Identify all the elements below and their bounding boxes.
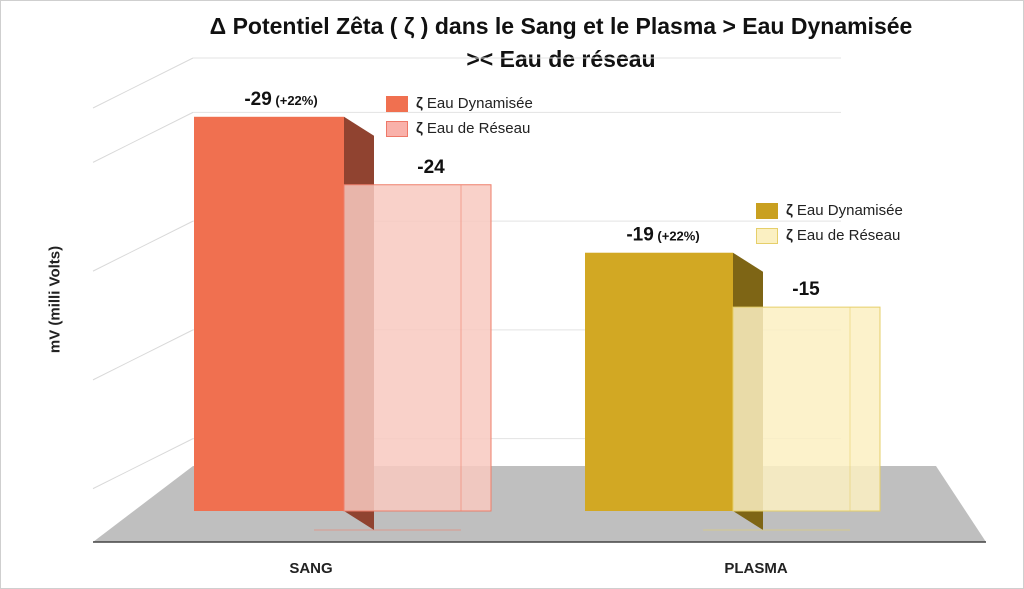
legend-symbol: ζ — [416, 95, 423, 112]
bar-plasma-dyn — [585, 252, 733, 511]
chart-title-line1: Δ Potentiel Zêta ( ζ ) dans le Sang et l… — [209, 13, 913, 39]
bar-sang-dyn — [194, 116, 344, 511]
data-label-sang-res: -24 — [417, 157, 445, 178]
data-label-plasma-res: -15 — [792, 279, 820, 300]
legend-item-plasma-dyn: ζ Eau Dynamisée — [756, 198, 903, 223]
legend-swatch-sang-res — [386, 120, 408, 137]
bar-plasma-res — [732, 306, 881, 512]
data-label-sang-dyn: -29 (+22%) — [244, 89, 317, 110]
legend-item-plasma-res: ζ Eau de Réseau — [756, 223, 903, 248]
legend-sang: ζ Eau Dynamisée ζ Eau de Réseau — [386, 91, 533, 141]
gridline-slant — [92, 329, 194, 381]
legend-label: Eau de Réseau — [426, 120, 531, 137]
legend-label: Eau de Réseau — [796, 227, 901, 244]
x-tick-label: PLASMA — [724, 560, 788, 577]
bar-sang-res — [343, 184, 492, 512]
legend-label: Eau Dynamisée — [426, 95, 533, 112]
legend-item-sang-res: ζ Eau de Réseau — [386, 116, 533, 141]
legend-plasma: ζ Eau Dynamisée ζ Eau de Réseau — [756, 198, 903, 248]
x-tick-label: SANG — [289, 560, 332, 577]
legend-swatch-plasma-dyn — [756, 202, 778, 219]
legend-swatch-sang-dyn — [386, 95, 408, 112]
gridline-slant — [92, 220, 194, 272]
legend-symbol: ζ — [416, 120, 423, 137]
legend-swatch-plasma-res — [756, 227, 778, 244]
legend-symbol: ζ — [786, 202, 793, 219]
gridline-slant — [92, 57, 194, 109]
legend-label: Eau Dynamisée — [796, 202, 903, 219]
legend-item-sang-dyn: ζ Eau Dynamisée — [386, 91, 533, 116]
gridline-slant — [92, 111, 194, 163]
legend-symbol: ζ — [786, 227, 793, 244]
chart-title-line2: >< Eau de réseau — [466, 46, 656, 72]
gridline-slant — [92, 438, 194, 490]
data-label-plasma-dyn: -19 (+22%) — [626, 225, 699, 246]
